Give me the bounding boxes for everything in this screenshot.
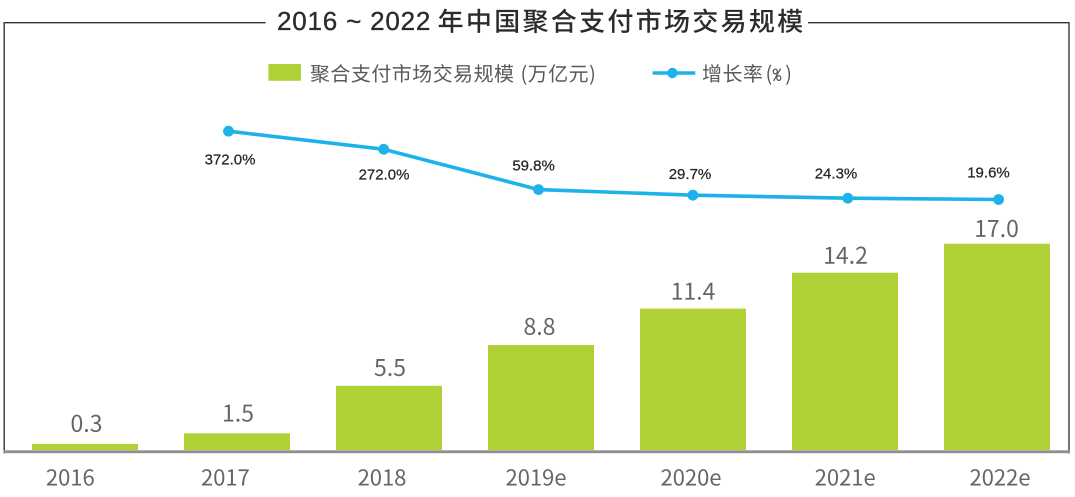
svg-text:2016 ~ 2022: 2016 ~ 2022 <box>277 6 431 36</box>
svg-text:29.7%: 29.7% <box>669 166 712 183</box>
svg-text:372.0%: 372.0% <box>205 152 256 169</box>
svg-text:24.3%: 24.3% <box>815 166 858 183</box>
svg-text:19.6%: 19.6% <box>967 164 1010 181</box>
svg-text:272.0%: 272.0% <box>359 166 410 183</box>
svg-text:59.8%: 59.8% <box>512 158 555 175</box>
